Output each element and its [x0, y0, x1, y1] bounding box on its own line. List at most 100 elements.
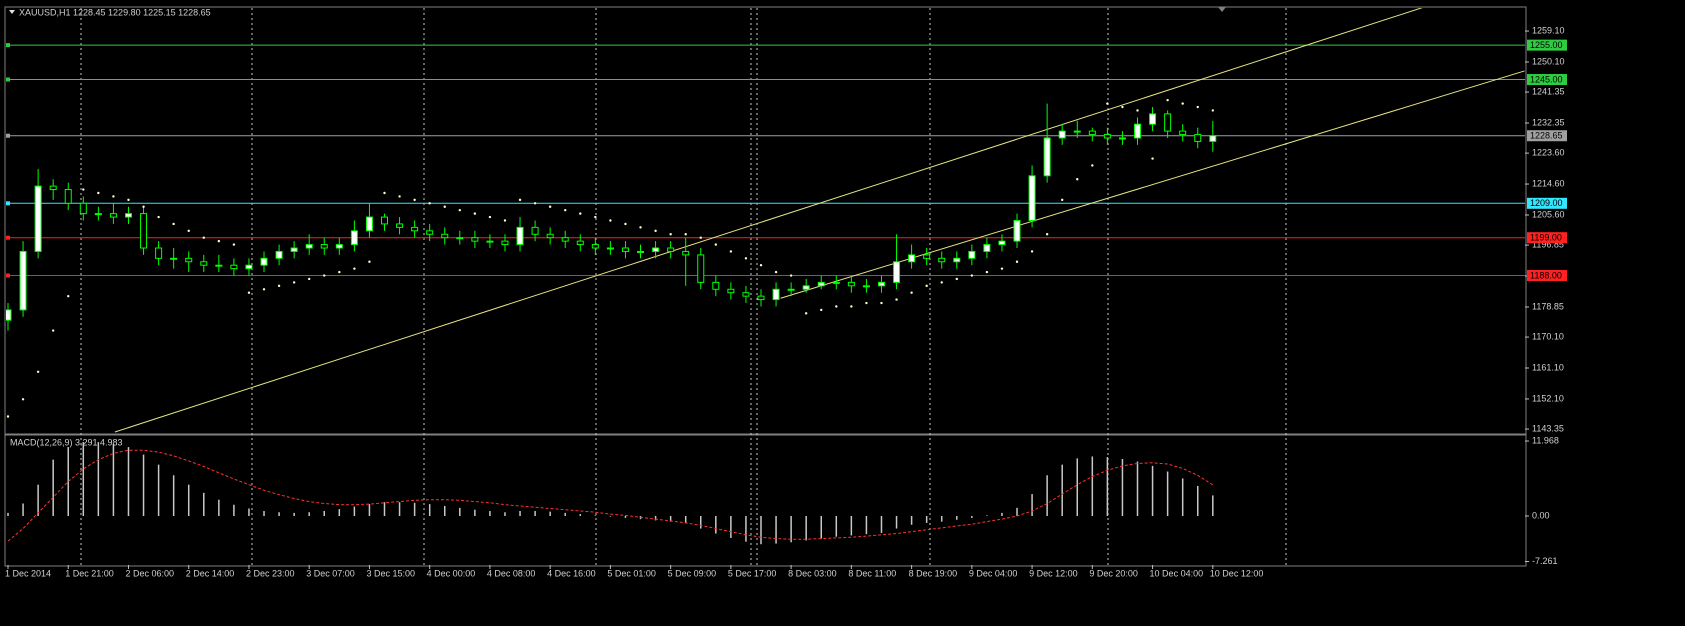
sar-dot: [1015, 260, 1019, 263]
candle-body: [275, 250, 283, 259]
level-label: 1245.00: [1530, 74, 1563, 84]
level-handle: [6, 201, 10, 206]
candle-body: [667, 247, 675, 252]
candle-body: [606, 247, 614, 250]
candle-body: [877, 281, 885, 287]
sar-dot: [1166, 98, 1169, 102]
sar-dot: [1091, 164, 1094, 167]
sar-dot: [985, 270, 989, 274]
sar-dot: [684, 233, 687, 236]
y-tick-label: 1223.60: [1532, 147, 1565, 157]
sar-dot: [112, 195, 115, 198]
candle-body: [230, 264, 238, 270]
sar-dot: [714, 243, 718, 246]
sar-dot: [1000, 267, 1004, 270]
sar-dot: [323, 274, 326, 277]
candle-body: [185, 257, 193, 263]
sar-dot: [564, 208, 567, 212]
x-tick-label: 8 Dec 19:00: [909, 568, 958, 578]
y-tick-label: 1241.35: [1532, 86, 1565, 96]
sar-dot: [503, 219, 507, 222]
sar-dot: [548, 205, 552, 208]
macd-plot: [7, 442, 1214, 545]
sar-dot: [1076, 178, 1079, 181]
sar-dot: [232, 243, 236, 246]
candle-body: [1179, 130, 1187, 136]
sar-dot: [624, 222, 627, 226]
sar-dot: [910, 291, 913, 294]
candle-body: [215, 264, 223, 267]
candle-body: [381, 216, 388, 225]
candle-body: [832, 281, 840, 284]
candle-body: [441, 233, 449, 239]
candle-body: [94, 213, 102, 216]
chart-title: XAUUSD,H1 1228.45 1229.80 1225.15 1228.6…: [19, 7, 211, 17]
candle-body: [335, 244, 343, 249]
candle-body: [34, 185, 42, 252]
sar-dot: [51, 329, 55, 332]
candle-body: [908, 254, 916, 263]
sar-dot: [97, 191, 100, 195]
candle-body: [350, 230, 358, 246]
candle-body: [893, 261, 901, 283]
sar-dot: [368, 260, 371, 263]
sar-dot: [1136, 109, 1139, 112]
candle-body: [787, 288, 795, 291]
y-tick-label: 1259.10: [1532, 25, 1565, 35]
candle-body: [124, 213, 132, 218]
sar-dot: [699, 236, 702, 239]
sar-dot: [820, 308, 823, 312]
candle-body: [79, 202, 87, 215]
x-tick-label: 9 Dec 12:00: [1029, 568, 1078, 578]
candle-body: [245, 264, 253, 270]
candle-body: [591, 244, 599, 249]
candle-body: [411, 226, 419, 232]
sar-dot: [157, 215, 160, 219]
candle-body: [712, 281, 720, 290]
sar-dot: [1030, 250, 1034, 253]
trend-line: [780, 70, 1525, 299]
candle-body: [727, 288, 735, 294]
sar-dot: [82, 188, 85, 191]
y-tick-label: 1214.60: [1532, 178, 1565, 188]
candle-body: [682, 250, 690, 256]
sar-dot: [398, 195, 401, 198]
candle-body: [200, 261, 208, 266]
candle-body: [320, 244, 328, 249]
sar-dot: [142, 205, 145, 208]
candle-body: [1088, 130, 1096, 136]
sar-dot: [955, 277, 958, 281]
sar-dot: [1106, 102, 1109, 105]
x-tick-label: 2 Dec 23:00: [246, 568, 295, 578]
level-label-box: [1527, 39, 1567, 51]
sar-dot: [1121, 105, 1124, 109]
candle-body: [396, 223, 404, 228]
sar-dot: [67, 294, 70, 298]
macd-panel-frame: [4, 434, 1527, 567]
sar-dot: [925, 284, 928, 288]
sar-dot: [21, 398, 25, 401]
sar-dot: [579, 212, 582, 215]
x-tick-label: 1 Dec 21:00: [65, 568, 114, 578]
candle-body: [742, 292, 750, 297]
candle-body: [637, 250, 645, 253]
sar-dot: [473, 212, 477, 215]
candle-body: [1164, 113, 1172, 132]
x-tick-label: 1 Dec 2014: [5, 568, 51, 578]
candle-body: [1118, 137, 1126, 140]
symbol-menu-icon[interactable]: [9, 10, 15, 14]
level-label: 1228.65: [1530, 131, 1563, 141]
level-label-box: [1527, 197, 1567, 209]
x-tick-label: 10 Dec 04:00: [1150, 568, 1204, 578]
sar-dot: [1045, 233, 1049, 236]
sar-dot: [1061, 198, 1064, 202]
x-tick-label: 8 Dec 11:00: [848, 568, 896, 578]
candle-body: [576, 240, 584, 246]
candle-body: [757, 295, 765, 301]
candle-body: [1209, 135, 1217, 142]
level-handle: [6, 235, 10, 240]
candle-body: [516, 226, 524, 246]
y-tick-label: 11.968: [1532, 435, 1559, 445]
